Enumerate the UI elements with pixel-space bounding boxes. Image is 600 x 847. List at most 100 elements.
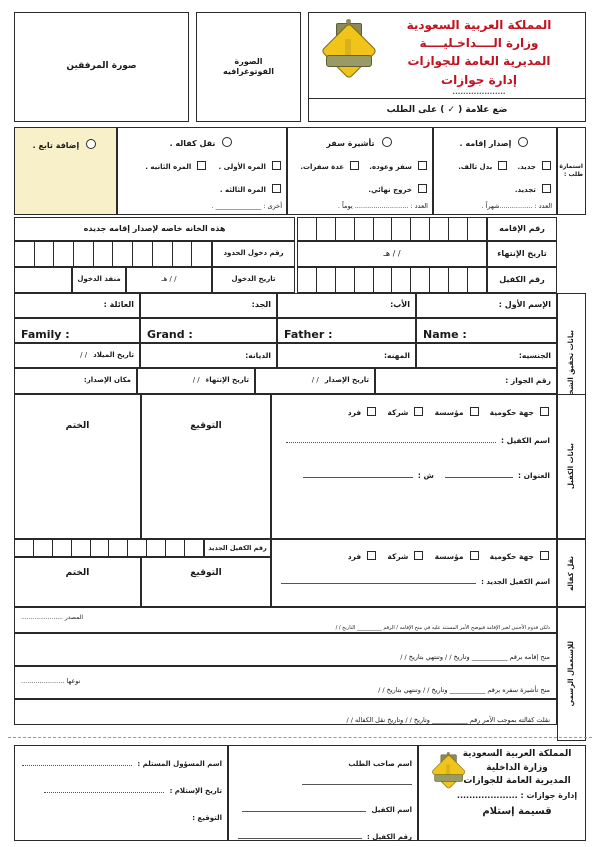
request-type-side-label: استمارة طلب : — [557, 127, 586, 215]
radio-transfer-sponsorship[interactable] — [222, 137, 233, 147]
field-passport-expiry-date[interactable]: تاريخ الإنتهاء / / — [137, 368, 255, 394]
sponsor-signature-box[interactable]: التوقيع — [141, 394, 271, 539]
first-name-en-label: Name : — [423, 328, 467, 341]
receipt-field-input-2[interactable] — [237, 838, 362, 839]
option-visa-return: سفر وعوده. — [369, 163, 412, 171]
checkbox-sponsor-individual[interactable] — [367, 407, 377, 416]
entry-date-input[interactable]: / / هـ — [126, 267, 212, 293]
passport-expiry-date-label: تاريخ الإنتهاء — [205, 376, 249, 385]
official-use-row-4-text: نقلت كفالته بموجب الأمر رقم ___________ … — [346, 716, 550, 724]
sponsor-name-input[interactable] — [285, 442, 496, 443]
sponsor-type-institution: مؤسسة — [434, 408, 464, 417]
new-sponsor-name-input[interactable] — [280, 583, 476, 584]
new-sponsor-number-input[interactable] — [14, 539, 204, 557]
official-use-row-4[interactable]: نقلت كفالته بموجب الأمر رقم ___________ … — [14, 699, 557, 725]
new-sponsor-number-label: رقم الكفيل الجديد — [204, 539, 271, 557]
official-use-row-3[interactable]: منح تأشيرة سفره برقم ___________ وتاريخ … — [14, 666, 557, 699]
header-line-4-dots: .................... — [452, 87, 506, 96]
passport-number-label: رقم الجواز : — [505, 376, 551, 386]
receipt-field-input-1[interactable] — [242, 811, 367, 812]
option-visa-multiple: عدة سفرات. — [300, 163, 345, 171]
checkbox-visa-final-exit[interactable] — [418, 184, 427, 193]
checkbox-transfer-second[interactable] — [197, 161, 207, 170]
radio-issue-residence[interactable] — [518, 137, 529, 147]
sponsor-stamp-box[interactable]: الختم — [14, 394, 141, 539]
field-grand-name-ar[interactable]: الجد: — [140, 293, 277, 318]
sponsor-side-tab: بيانات الكفيل — [557, 394, 586, 539]
sponsor-street-input[interactable] — [302, 477, 413, 478]
request-side-label-2: طلب : — [564, 171, 583, 178]
official-use-row-3-text: منح تأشيرة سفره برقم ___________ وتاريخ … — [378, 686, 550, 694]
official-use-row-2-text: منح إقامه برقم ___________ وتاريخ / / وت… — [400, 653, 550, 661]
transfer-type-company: شركة — [387, 552, 409, 561]
transfer-other-label: أخرى : ______________ . — [211, 202, 282, 210]
receipt-field-input-0[interactable] — [302, 784, 412, 785]
field-family-name-ar[interactable]: العائلة : — [14, 293, 140, 318]
transfer-signature-box[interactable]: التوقيع — [141, 557, 271, 607]
receipt-receiver-name-label: اسم المسؤول المستلم : — [137, 760, 222, 768]
official-use-row-1[interactable]: ذلكن قدوم الأجنبي لغير الإقامة فيوضح الأ… — [14, 607, 557, 633]
field-birth-date[interactable]: تاريخ الميلاد / / — [14, 343, 140, 368]
checkbox-residence-new[interactable] — [542, 161, 551, 170]
transfer-signature-label: التوقيع — [190, 568, 222, 578]
transfer-stamp-box[interactable]: الختم — [14, 557, 141, 607]
receipt-date-input[interactable] — [44, 792, 165, 793]
field-profession[interactable]: المهنه: — [277, 343, 416, 368]
sponsor-number-input[interactable] — [297, 267, 487, 293]
field-father-name-ar[interactable]: الأب: — [277, 293, 416, 318]
header-line-4: إدارة جوازات — [441, 72, 517, 87]
field-family-name-en[interactable]: Family : — [14, 318, 140, 343]
radio-add-dependent[interactable] — [86, 139, 97, 149]
residence-number-input[interactable] — [297, 217, 487, 241]
group-travel-visa-title: تأشيرة سفر — [326, 139, 375, 148]
entry-date-value: / / هـ — [161, 275, 177, 284]
entry-port-input[interactable] — [14, 267, 72, 293]
residence-expiry-input[interactable]: / / هـ — [297, 241, 487, 267]
field-grand-name-en[interactable]: Grand : — [140, 318, 277, 343]
passport-issue-date-label: تاريخ الإصدار — [324, 376, 369, 385]
checkbox-transfer-third[interactable] — [272, 184, 281, 193]
checkbox-residence-renew[interactable] — [542, 184, 551, 193]
checkbox-visa-return[interactable] — [418, 161, 427, 170]
checkbox-sponsor-company[interactable] — [414, 407, 424, 416]
residence-expiry-label: تاريخ الإنتهاء — [487, 241, 557, 267]
entry-date-label: تاريخ الدخول — [212, 267, 295, 293]
sponsor-address-input[interactable] — [444, 477, 513, 478]
sponsor-type-government: جهة حكومية — [489, 408, 534, 417]
border-entry-number-input[interactable] — [14, 241, 212, 267]
transfer-side-tab: نقل كفاله — [557, 539, 586, 607]
field-first-name-ar[interactable]: الإسم الأول : — [416, 293, 557, 318]
official-use-row-2[interactable]: منح إقامه برقم ___________ وتاريخ / / وت… — [14, 633, 557, 666]
checkbox-sponsor-institution[interactable] — [469, 407, 479, 416]
residence-number-label-text: رقم الإقامه — [499, 223, 545, 233]
option-residence-replacement: بدل تالف. — [458, 163, 493, 171]
option-residence-new: جديد. — [517, 163, 536, 171]
transfer-side-tab-label: نقل كفاله — [566, 555, 575, 591]
official-use-row-1-tail: المصدر ...................... — [21, 614, 84, 621]
sponsor-type-company: شركة — [387, 408, 409, 417]
checkbox-transfer-government[interactable] — [540, 551, 549, 560]
passport-issue-place-label: مكان الإصدار: — [83, 376, 131, 385]
residence-expiry-label-text: تاريخ الإنتهاء — [497, 248, 547, 258]
field-passport-issue-place[interactable]: مكان الإصدار: — [14, 368, 137, 394]
field-first-name-en[interactable]: Name : — [416, 318, 557, 343]
checkbox-transfer-institution[interactable] — [469, 551, 479, 560]
checkbox-sponsor-government[interactable] — [540, 407, 549, 416]
option-residence-renew: تجديد. — [514, 186, 536, 194]
sponsor-side-tab-label: بيانات الكفيل — [566, 443, 575, 490]
field-nationality[interactable]: الجنسيه: — [416, 343, 557, 368]
field-passport-issue-date[interactable]: تاريخ الإصدار / / — [255, 368, 375, 394]
checkbox-residence-replacement[interactable] — [498, 161, 508, 170]
checkbox-transfer-company[interactable] — [414, 551, 424, 560]
field-passport-number[interactable]: رقم الجواز : — [375, 368, 557, 394]
sponsor-type-individual: فرد — [347, 408, 362, 417]
checkbox-visa-multiple[interactable] — [350, 161, 360, 170]
checkbox-transfer-individual[interactable] — [367, 551, 377, 560]
checkbox-transfer-first[interactable] — [272, 161, 281, 170]
receipt-receiver-name-input[interactable] — [22, 765, 133, 766]
emblem-palm-swords — [446, 764, 450, 775]
field-religion[interactable]: الديانه: — [140, 343, 277, 368]
radio-travel-visa[interactable] — [381, 137, 392, 147]
field-father-name-en[interactable]: Father : — [277, 318, 416, 343]
